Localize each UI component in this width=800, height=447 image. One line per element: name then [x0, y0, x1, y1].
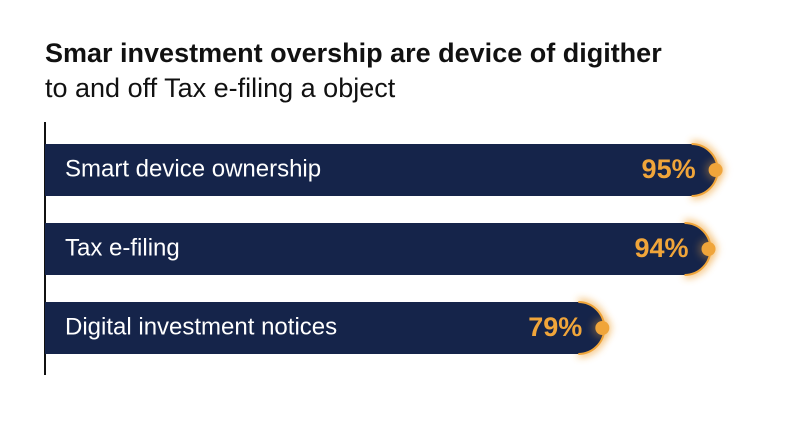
category-label: Digital investment notices — [65, 313, 337, 340]
bar-end-dot — [708, 163, 723, 177]
bar — [45, 302, 605, 354]
category-label: Smart device ownership — [65, 155, 321, 182]
bar-end-dot — [701, 242, 716, 256]
bar — [45, 144, 718, 196]
chart-title: Smar investment overship are device of d… — [45, 38, 662, 68]
chart-subtitle: to and off Tax e-filing a object — [45, 73, 396, 103]
value-label: 95% — [642, 154, 696, 184]
bar — [45, 223, 711, 275]
value-label: 79% — [528, 312, 582, 342]
value-label: 94% — [634, 233, 688, 263]
bar-end-dot — [595, 321, 610, 335]
category-label: Tax e-filing — [65, 234, 180, 261]
